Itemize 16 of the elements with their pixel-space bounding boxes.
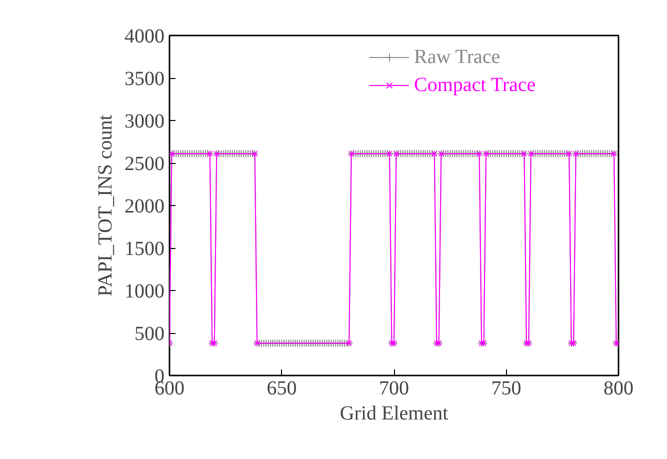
x-tick-label: 650 <box>266 378 297 400</box>
x-axis-title: Grid Element <box>340 402 449 424</box>
y-tick-label: 2000 <box>124 196 164 218</box>
x-tick-label: 700 <box>379 378 409 400</box>
x-tick-label: 800 <box>604 378 634 400</box>
y-tick-label: 3000 <box>124 110 164 132</box>
legend-label: Compact Trace <box>414 73 536 97</box>
y-tick-label: 2500 <box>124 153 164 175</box>
y-tick-label: 4000 <box>124 26 164 48</box>
y-axis-title: PAPI_TOT_INS count <box>94 114 116 296</box>
legend-label: Raw Trace <box>414 45 500 69</box>
y-tick-label: 500 <box>134 323 164 345</box>
y-tick-label: 1500 <box>124 238 164 260</box>
x-tick-label: 750 <box>491 378 522 400</box>
y-tick-label: 1000 <box>124 280 164 302</box>
y-tick-label: 3500 <box>124 68 164 90</box>
